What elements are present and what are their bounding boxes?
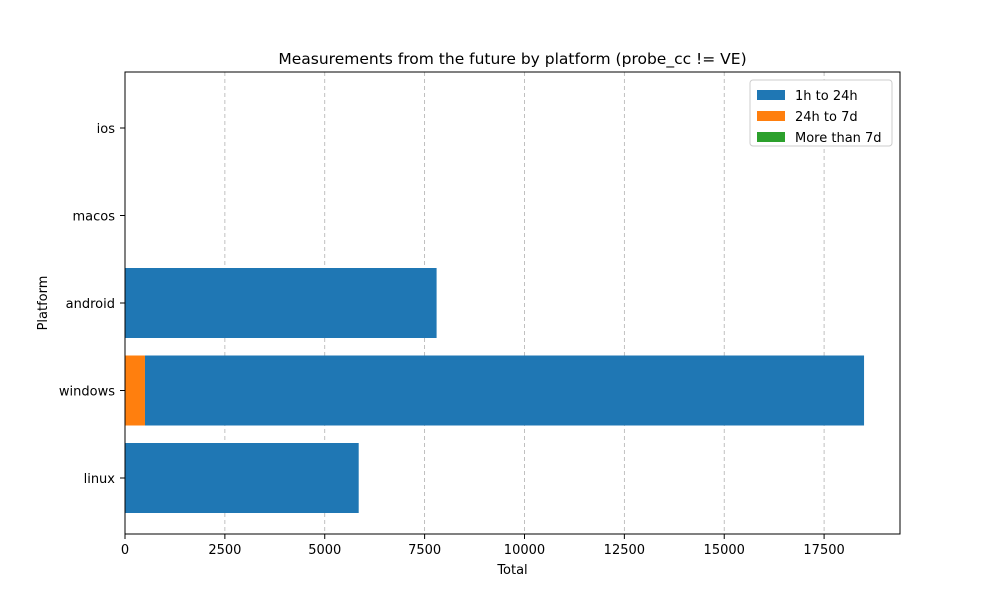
x-axis: 0 2500 5000 7500 10000 12500 15000 17500 xyxy=(121,534,845,558)
x-axis-label: Total xyxy=(496,563,527,578)
x-tick-label: 0 xyxy=(121,543,129,558)
legend-label: 24h to 7d xyxy=(795,110,858,125)
y-tick-label: windows xyxy=(59,385,115,400)
x-tick-label: 7500 xyxy=(408,543,441,558)
x-tick-label: 10000 xyxy=(504,543,545,558)
x-tick-label: 5000 xyxy=(308,543,341,558)
legend-box xyxy=(749,79,893,147)
bars xyxy=(125,268,865,513)
legend-label: 1h to 24h xyxy=(795,89,858,104)
y-axis-label: Platform xyxy=(36,276,51,331)
legend-swatch xyxy=(757,132,785,142)
x-tick-label: 17500 xyxy=(803,543,844,558)
legend-swatch xyxy=(757,111,785,121)
chart-title: Measurements from the future by platform… xyxy=(278,50,746,69)
bar-android-1h-to-24h xyxy=(125,268,437,338)
legend: 1h to 24h 24h to 7d More than 7d xyxy=(749,79,893,147)
legend-label: More than 7d xyxy=(795,131,882,146)
y-tick-label: macos xyxy=(72,210,115,225)
x-tick-label: 15000 xyxy=(704,543,745,558)
y-tick-label: ios xyxy=(97,122,116,137)
y-axis: linux windows android macos ios xyxy=(59,122,125,487)
x-tick-label: 2500 xyxy=(208,543,241,558)
bar-linux-1h-to-24h xyxy=(125,443,359,513)
bar-windows-24h-to-7d xyxy=(125,355,145,426)
x-tick-label: 12500 xyxy=(604,543,645,558)
y-tick-label: linux xyxy=(84,472,116,487)
y-tick-label: android xyxy=(66,297,115,312)
legend-swatch xyxy=(757,90,785,100)
bar-windows-1h-to-24h xyxy=(144,355,865,426)
